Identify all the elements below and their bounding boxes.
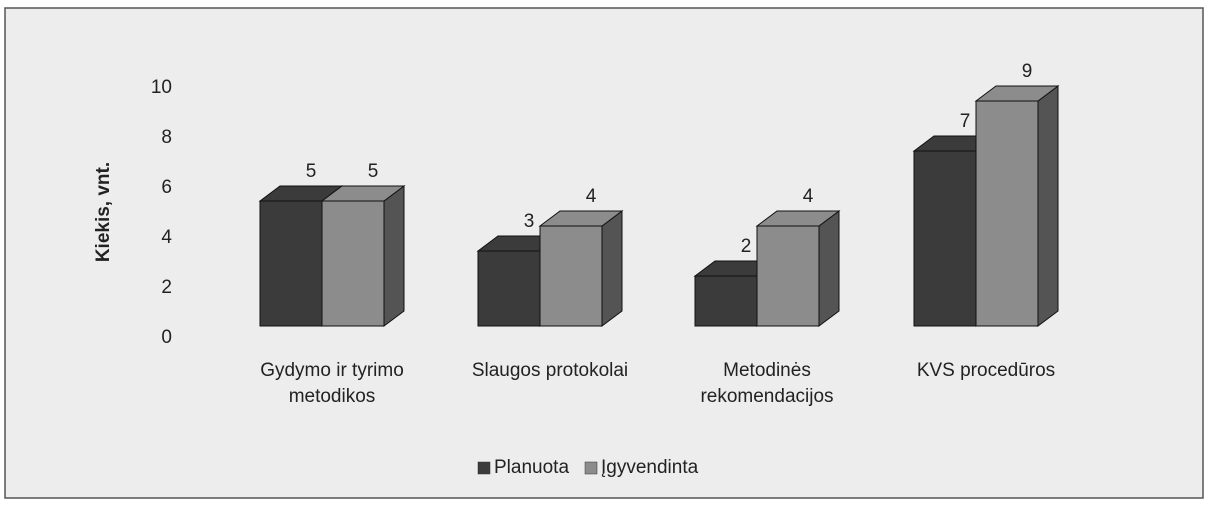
y-tick-label: 2 [161,277,172,298]
bar-front [477,250,541,327]
x-tick-label: Slaugos protokolai [471,360,629,381]
y-tick-label: 0 [161,327,172,348]
value-label: 4 [586,186,597,207]
x-tick-label: Metodinės rekomendacijos [700,360,834,407]
bar-front [259,200,323,327]
value-label: 5 [306,161,317,182]
y-tick-label: 4 [161,227,172,248]
bar-side [1037,85,1059,327]
legend-label: Planuota [494,457,569,478]
bar [320,185,406,327]
value-label: 9 [1022,61,1033,82]
bar [974,85,1060,327]
value-label: 3 [524,211,535,232]
x-tick-label: Gydymo ir tyrimo metodikos [260,360,404,407]
value-label: 2 [741,236,752,257]
legend-label: Įgyvendinta [601,457,699,478]
bar-front [539,225,603,327]
bar-side [818,210,840,327]
bar [538,210,624,327]
bar [755,210,841,327]
bar-front [756,225,820,327]
bar-front [913,150,977,327]
legend-swatch [477,461,491,475]
bar-side [383,185,405,327]
legend-swatch [584,461,598,475]
y-axis-label: Kiekis, vnt. [93,162,114,262]
value-label: 4 [803,186,814,207]
y-tick-label: 10 [151,77,172,98]
value-label: 5 [368,161,379,182]
bar-front [975,100,1039,327]
value-label: 7 [960,111,971,132]
y-tick-label: 6 [161,177,172,198]
y-tick-label: 8 [161,127,172,148]
x-tick-label: KVS procedūros [916,360,1056,381]
bar-front [321,200,385,327]
bar-side [601,210,623,327]
bar-front [694,275,758,327]
